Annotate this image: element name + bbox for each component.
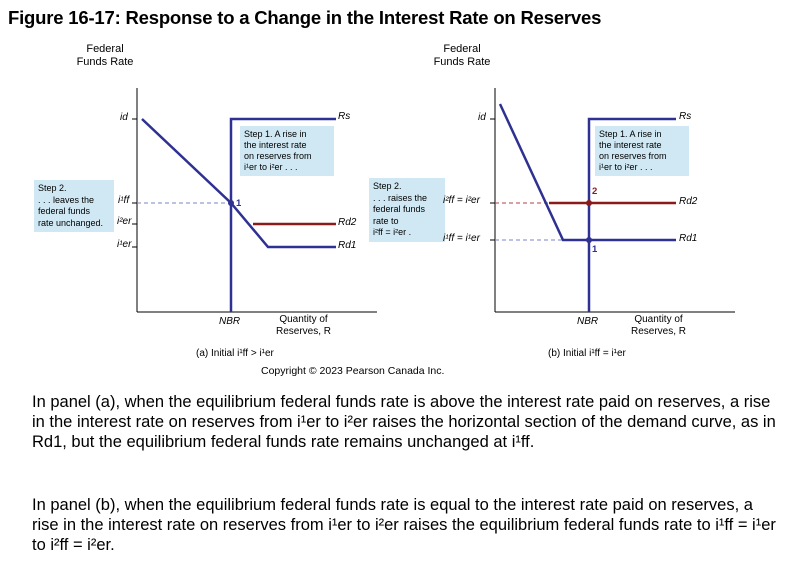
figure-title: Figure 16-17: Response to a Change in th…: [8, 7, 602, 28]
panel-b-x-axis-label: Quantity of Reserves, R: [631, 314, 687, 337]
panel-a-label-ier1: i¹er: [117, 239, 132, 250]
panel-b-label-id: id: [478, 112, 486, 123]
panel-a-label-id: id: [120, 112, 128, 123]
panel-a-caption: (a) Initial i¹ff > i¹er: [196, 348, 274, 359]
paragraph-1: In panel (a), when the equilibrium feder…: [32, 393, 776, 451]
paragraph-2: In panel (b), when the equilibrium feder…: [32, 496, 776, 554]
panel-b-label-iff1: i¹ff = i¹er: [443, 233, 480, 244]
panel-a-step1-box: Step 1. A rise in the interest rate on r…: [240, 126, 334, 176]
panel-b-supply-rs: [587, 117, 676, 312]
panel-a-y-axis-label: Federal Funds Rate: [76, 43, 134, 68]
panel-b-point-1-label: 1: [592, 244, 598, 255]
panel-a-label-rs: Rs: [338, 111, 351, 122]
panel-b-step1-box: Step 1. A rise in the interest rate on r…: [595, 126, 689, 176]
panel-a-step2-box: Step 2. . . . leaves the federal funds r…: [34, 180, 114, 232]
panel-b-label-iff2: i²ff = i²er: [443, 195, 480, 206]
panel-b-caption: (b) Initial i¹ff = i¹er: [548, 348, 626, 359]
panel-b-label-rd1: Rd1: [679, 233, 698, 244]
diagram-svg: [132, 88, 735, 313]
panel-b-step2-box: Step 2. . . . raises the federal funds r…: [369, 178, 445, 242]
panel-a-point-1: [228, 200, 234, 206]
panel-a-label-nbr: NBR: [219, 316, 241, 327]
panel-b-label-rd2: Rd2: [679, 196, 698, 207]
panel-b-demand-rd1: [498, 103, 676, 242]
panel-b-label-rs: Rs: [679, 111, 692, 122]
panel-a-point-label: 1: [236, 198, 242, 209]
panel-a-label-iff1: i¹ff: [118, 195, 130, 206]
panel-a-supply-rs: [229, 117, 336, 312]
panel-a-label-rd1: Rd1: [338, 240, 357, 251]
panel-b-point-2-label: 2: [592, 186, 598, 197]
copyright: Copyright © 2023 Pearson Canada Inc.: [261, 365, 445, 377]
panel-b-y-axis-label: Federal Funds Rate: [433, 43, 491, 68]
panel-b-label-nbr: NBR: [577, 316, 599, 327]
panel-a-x-axis-label: Quantity of Reserves, R: [276, 314, 332, 337]
panel-b-point-1: [586, 237, 592, 243]
panel-b-point-2: [586, 200, 592, 206]
panel-a-label-rd2: Rd2: [338, 217, 357, 228]
panel-a-demand-rd1: [141, 118, 336, 249]
panel-a-label-ier2: i²er: [117, 216, 132, 227]
